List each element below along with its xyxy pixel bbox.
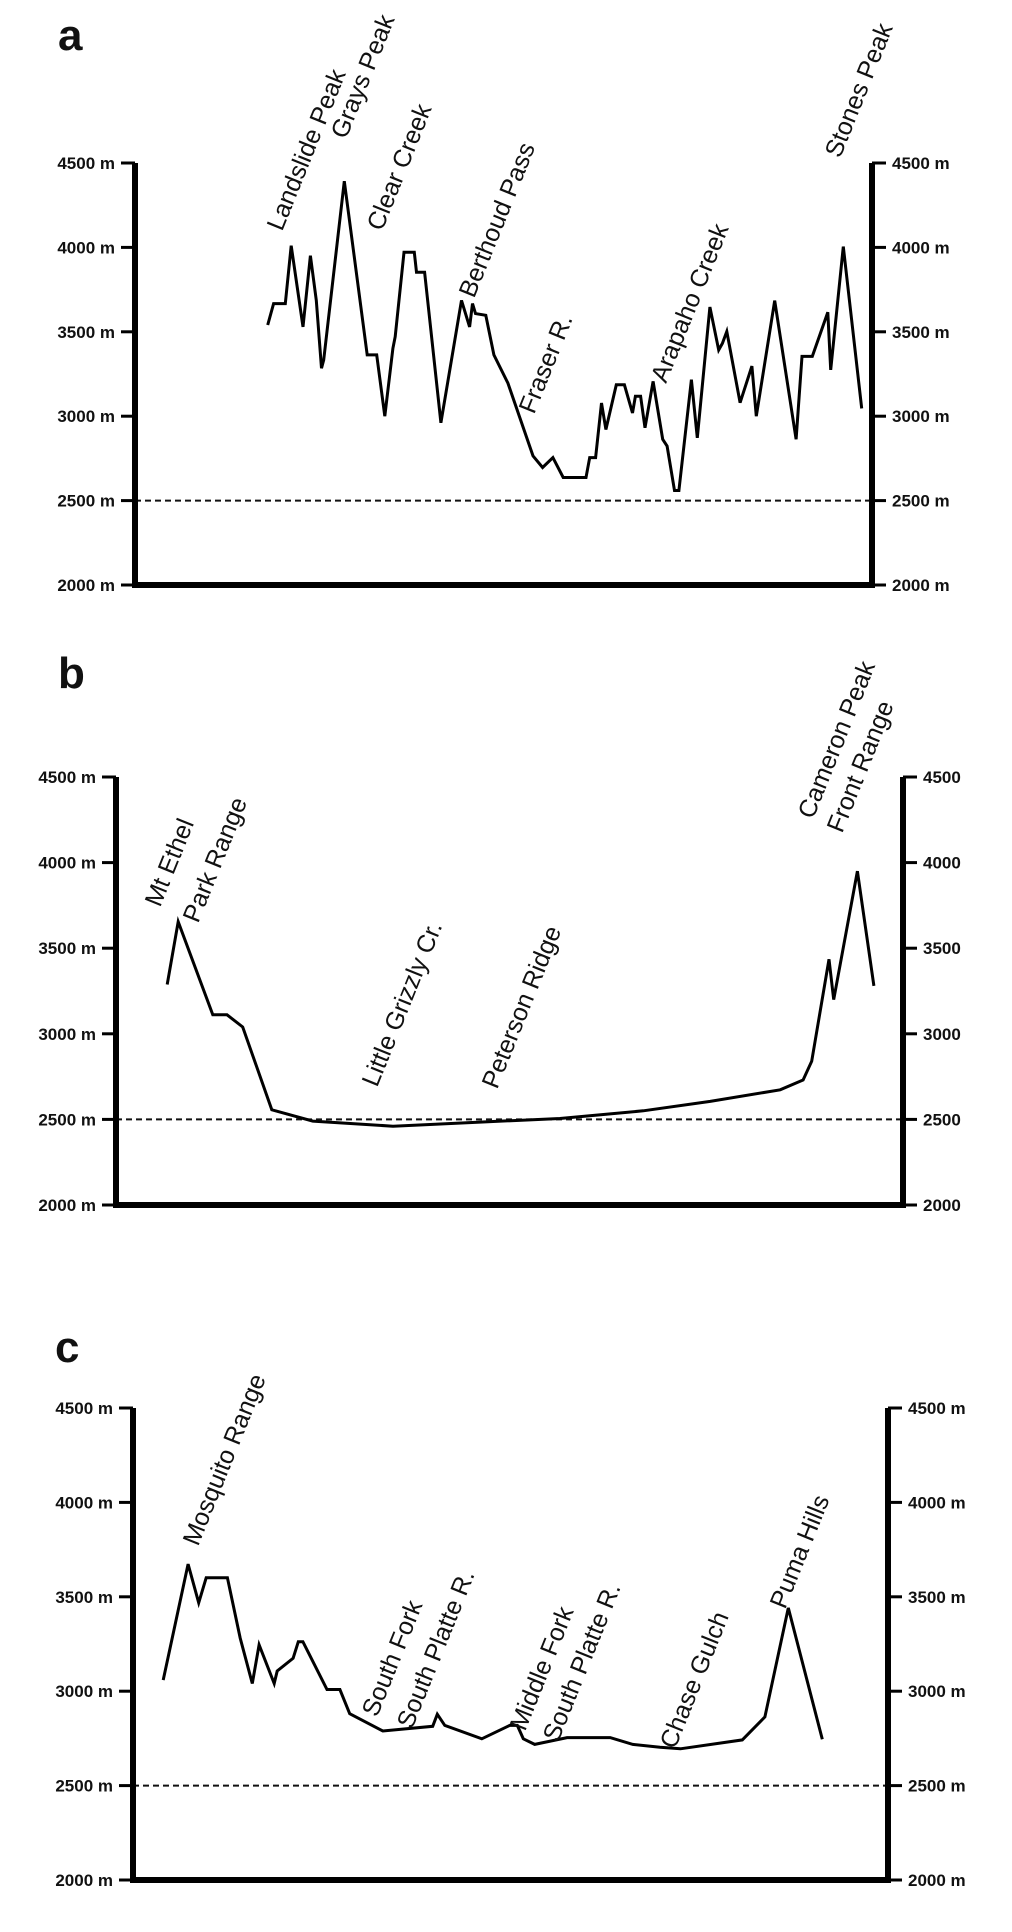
right-tick-label: 4000 m xyxy=(908,1493,966,1512)
right-tick-label: 3500 m xyxy=(892,323,950,342)
right-tick-label: 3500 xyxy=(923,939,961,958)
right-tick-label: 3500 m xyxy=(908,1588,966,1607)
left-tick-label: 2500 m xyxy=(38,1110,96,1129)
right-tick-label: 2000 m xyxy=(908,1871,966,1890)
panel-a: a 4500 m 4500 m 4000 m 4000 m 3500 m 3500 m 300… xyxy=(57,10,949,595)
right-tick-label: 3000 m xyxy=(908,1682,966,1701)
left-tick-label: 4500 m xyxy=(57,154,115,173)
left-tick-label: 4000 m xyxy=(55,1493,113,1512)
left-tick-label: 4500 m xyxy=(55,1399,113,1418)
left-tick-label: 2500 m xyxy=(57,492,115,511)
panel-b: b 4500 m 4500 4000 m 4000 3500 m 3500 3000 m 300… xyxy=(38,649,961,1215)
place-label: Chase Gulch xyxy=(655,1608,735,1752)
place-label: Stones Peak xyxy=(820,19,899,161)
right-tick-label: 4000 m xyxy=(892,238,950,257)
elevation-profile-line xyxy=(161,1563,824,1751)
left-tick-label: 2000 m xyxy=(38,1196,96,1215)
left-tick-label: 2500 m xyxy=(55,1777,113,1796)
right-tick-label: 2500 xyxy=(923,1110,961,1129)
elevation-profile-line xyxy=(266,181,864,492)
place-label: Park Range xyxy=(178,793,253,926)
place-label: Berthoud Pass xyxy=(454,139,541,302)
right-tick-label: 4500 m xyxy=(908,1399,966,1418)
panel-letter: b xyxy=(58,649,85,698)
panel-letter: a xyxy=(58,11,83,60)
place-label: Arapaho Creek xyxy=(646,219,735,386)
right-tick-label: 3000 m xyxy=(892,407,950,426)
left-tick-label: 3000 m xyxy=(38,1025,96,1044)
place-label: Mosquito Range xyxy=(178,1370,272,1549)
right-tick-label: 2000 xyxy=(923,1196,961,1215)
right-tick-label: 4500 m xyxy=(892,154,950,173)
place-label: Puma Hills xyxy=(765,1491,836,1612)
left-tick-label: 3500 m xyxy=(55,1588,113,1607)
left-tick-label: 4000 m xyxy=(38,854,96,873)
place-label: Peterson Ridge xyxy=(477,922,568,1092)
right-tick-label: 4500 xyxy=(923,768,961,787)
panel-letter: c xyxy=(55,1323,79,1372)
left-tick-label: 2000 m xyxy=(55,1871,113,1890)
right-tick-label: 4000 xyxy=(923,854,961,873)
left-tick-label: 3000 m xyxy=(55,1682,113,1701)
right-tick-label: 3000 xyxy=(923,1025,961,1044)
left-tick-label: 2000 m xyxy=(57,576,115,595)
panel-c: c 4500 m 4500 m 4000 m 4000 m 3500 m 3500 m 300… xyxy=(55,1323,966,1890)
left-tick-label: 3500 m xyxy=(38,939,96,958)
left-tick-label: 3000 m xyxy=(57,407,115,426)
right-tick-label: 2500 m xyxy=(892,492,950,511)
place-label: Landslide Peak xyxy=(262,65,352,234)
left-tick-label: 4000 m xyxy=(57,238,115,257)
right-tick-label: 2500 m xyxy=(908,1777,966,1796)
place-label: Little Grizzly Cr. xyxy=(357,917,449,1090)
right-tick-label: 2000 m xyxy=(892,576,950,595)
place-label: Clear Creek xyxy=(362,100,438,235)
left-tick-label: 4500 m xyxy=(38,768,96,787)
place-label: Fraser R. xyxy=(514,310,579,417)
left-tick-label: 3500 m xyxy=(57,323,115,342)
